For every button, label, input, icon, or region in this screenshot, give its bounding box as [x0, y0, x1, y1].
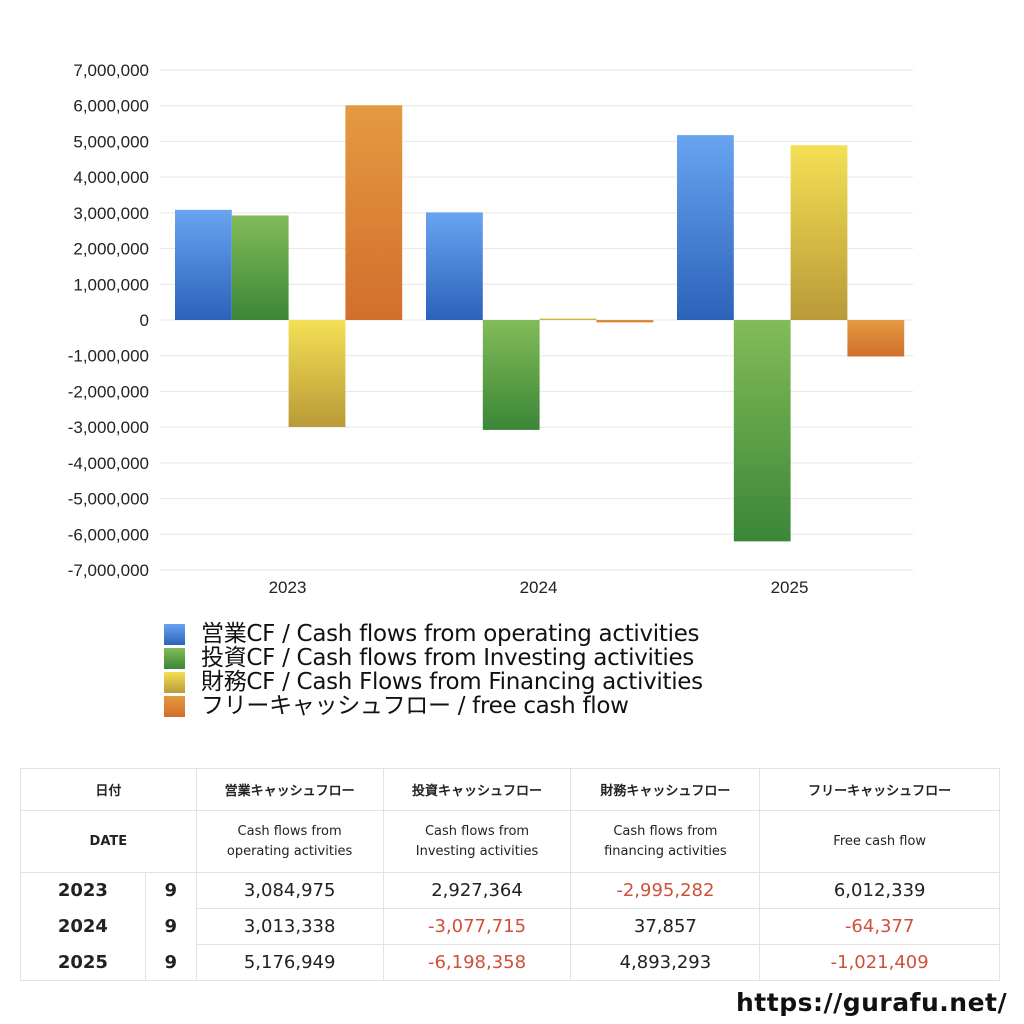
y-tick-label: 0 [140, 311, 149, 330]
legend-item-financing: 財務CF / Cash Flows from Financing activit… [164, 670, 703, 694]
y-tick-label: 3,000,000 [73, 204, 149, 223]
bars [175, 105, 905, 542]
cell-operating: 3,084,975 [195, 872, 384, 909]
cell-financing: 37,857 [570, 908, 761, 945]
y-tick-label: -2,000,000 [68, 382, 149, 401]
header-operating-en-text: Cash flows from operating activities [226, 823, 353, 859]
cash-flow-bar-chart: 7,000,000 6,000,000 5,000,000 4,000,000 3,00… [68, 61, 913, 597]
y-tick-label: -7,000,000 [68, 561, 149, 580]
header-investing-jp: 投資キャッシュフロー [382, 768, 572, 811]
cell-operating: 3,013,338 [195, 908, 384, 945]
bar-financing [539, 318, 597, 320]
legend-swatch-financing [164, 671, 185, 693]
legend-swatch-investing [164, 647, 185, 669]
cell-year: 2023 [20, 872, 146, 909]
cell-financing: 4,893,293 [570, 944, 761, 981]
bar-free-cash-flow [345, 105, 403, 320]
legend-swatch-operating [164, 623, 185, 645]
header-investing-en-text: Cash flows from Investing activities [415, 823, 539, 859]
header-financing-en-text: Cash flows from financing activities [604, 823, 727, 859]
cell-free: -64,377 [759, 908, 1000, 945]
header-financing-en: Cash flows from financing activities [570, 810, 761, 873]
table-row: 2024 9 3,013,338 -3,077,715 37,857 -64,3… [20, 908, 1000, 945]
y-tick-label: -3,000,000 [68, 418, 149, 437]
x-axis-ticks: 2023 2024 2025 [269, 578, 809, 597]
y-tick-label: -4,000,000 [68, 454, 149, 473]
cell-month: 9 [144, 872, 197, 909]
site-url[interactable]: https://gurafu.net/ [736, 988, 1008, 1017]
cell-free: -1,021,409 [759, 944, 1000, 981]
header-free-jp: フリーキャッシュフロー [759, 768, 1000, 811]
header-operating-jp: 営業キャッシュフロー [195, 768, 384, 811]
header-investing-en: Cash flows from Investing activities [382, 810, 572, 873]
table-row: 2025 9 5,176,949 -6,198,358 4,893,293 -1… [20, 944, 1000, 981]
y-axis-ticks: 7,000,000 6,000,000 5,000,000 4,000,000 3,00… [68, 61, 149, 580]
header-operating-en: Cash flows from operating activities [195, 810, 384, 873]
cell-month: 9 [144, 944, 197, 981]
bar-operating [677, 135, 734, 320]
cell-year: 2025 [20, 944, 146, 981]
bar-investing [231, 215, 289, 320]
cell-investing: 2,927,364 [382, 872, 572, 909]
y-tick-label: 7,000,000 [73, 61, 149, 80]
cell-investing: -6,198,358 [382, 944, 572, 981]
legend-swatch-free-cash-flow [164, 695, 185, 717]
y-tick-label: -5,000,000 [68, 490, 149, 509]
legend-item-investing: 投資CF / Cash flows from Investing activit… [164, 646, 703, 670]
legend-label: 投資CF / Cash flows from Investing activit… [201, 645, 694, 671]
header-financing-jp: 財務キャッシュフロー [570, 768, 761, 811]
y-tick-label: -6,000,000 [68, 525, 149, 544]
y-tick-label: -1,000,000 [68, 347, 149, 366]
table-row: 2023 9 3,084,975 2,927,364 -2,995,282 6,… [20, 872, 1000, 909]
chart-legend: 営業CF / Cash flows from operating activit… [164, 622, 703, 718]
bar-free-cash-flow [596, 320, 654, 323]
legend-label: 営業CF / Cash flows from operating activit… [201, 621, 700, 647]
legend-label: フリーキャッシュフロー / free cash flow [201, 693, 629, 719]
legend-label: 財務CF / Cash Flows from Financing activit… [201, 669, 703, 695]
cell-free: 6,012,339 [759, 872, 1000, 909]
cash-flow-table: 日付 営業キャッシュフロー 投資キャッシュフロー 財務キャッシュフロー フリーキ… [20, 768, 1000, 981]
cell-year: 2024 [20, 908, 146, 945]
table-header-en: DATE Cash flows from operating activitie… [20, 810, 1000, 873]
bar-investing [733, 320, 791, 542]
x-tick-label: 2024 [520, 578, 558, 597]
cell-operating: 5,176,949 [195, 944, 384, 981]
cell-investing: -3,077,715 [382, 908, 572, 945]
cell-financing: -2,995,282 [570, 872, 761, 909]
bar-free-cash-flow [847, 320, 905, 357]
legend-item-free-cash-flow: フリーキャッシュフロー / free cash flow [164, 694, 703, 718]
bar-investing [482, 320, 540, 430]
x-tick-label: 2023 [269, 578, 307, 597]
y-tick-label: 1,000,000 [73, 275, 149, 294]
bar-operating [175, 209, 232, 320]
bar-financing [288, 320, 346, 427]
y-tick-label: 6,000,000 [73, 97, 149, 116]
legend-item-operating: 営業CF / Cash flows from operating activit… [164, 622, 703, 646]
y-tick-label: 5,000,000 [73, 132, 149, 151]
bar-operating [426, 212, 483, 320]
header-free-en: Free cash flow [759, 810, 1000, 873]
y-tick-label: 2,000,000 [73, 240, 149, 259]
header-date-en: DATE [20, 810, 197, 873]
bar-financing [790, 145, 848, 320]
x-tick-label: 2025 [771, 578, 809, 597]
header-date-jp: 日付 [20, 768, 197, 811]
table-header-jp: 日付 営業キャッシュフロー 投資キャッシュフロー 財務キャッシュフロー フリーキ… [20, 768, 1000, 811]
y-tick-label: 4,000,000 [73, 168, 149, 187]
cell-month: 9 [144, 908, 197, 945]
